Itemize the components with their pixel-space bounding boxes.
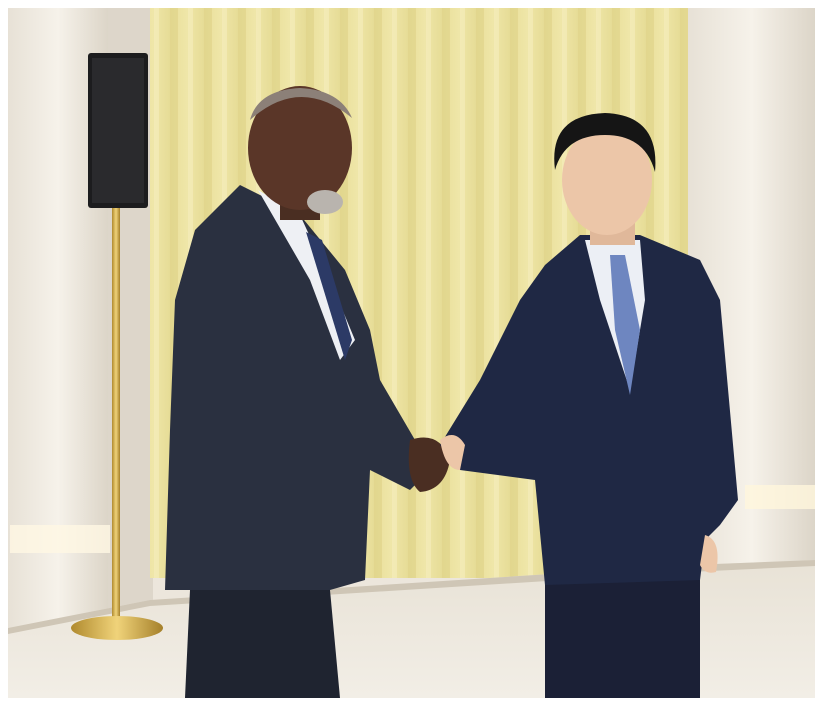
baseboard bbox=[8, 560, 815, 634]
shirt bbox=[258, 190, 355, 360]
speaker-grille bbox=[92, 58, 144, 203]
speaker-stand bbox=[71, 53, 163, 640]
stand-pole bbox=[112, 208, 120, 618]
person-left bbox=[165, 86, 450, 698]
head bbox=[248, 86, 352, 210]
trousers bbox=[545, 560, 700, 698]
trousers bbox=[185, 590, 340, 698]
suit-jacket bbox=[440, 235, 738, 585]
hand bbox=[700, 535, 718, 573]
hair bbox=[250, 88, 352, 120]
suit-jacket bbox=[165, 185, 425, 590]
stand-base bbox=[71, 616, 163, 640]
hand bbox=[440, 435, 465, 470]
tie bbox=[610, 255, 640, 395]
beard bbox=[307, 190, 343, 214]
head bbox=[562, 125, 652, 235]
hair bbox=[554, 113, 656, 172]
hand bbox=[408, 437, 450, 492]
tie bbox=[306, 232, 352, 360]
wall-light bbox=[745, 485, 815, 509]
person-right bbox=[440, 113, 738, 698]
wall-light bbox=[10, 525, 110, 553]
